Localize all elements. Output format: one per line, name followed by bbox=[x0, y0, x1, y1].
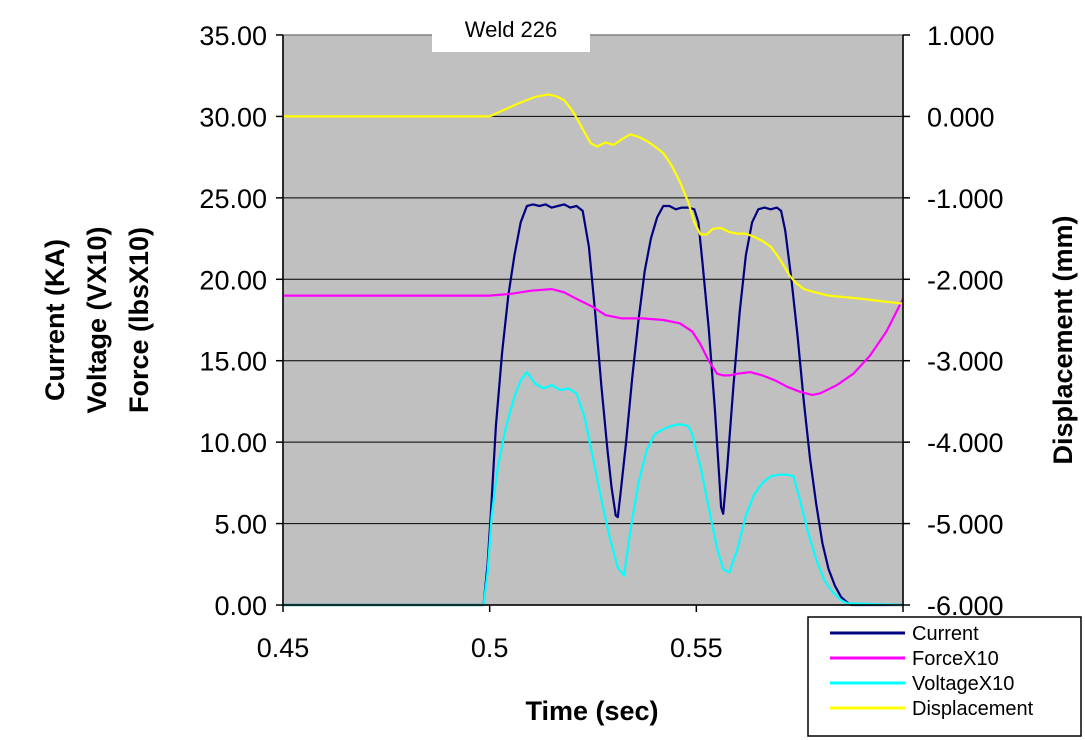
legend-label: Displacement bbox=[912, 698, 1034, 720]
left-tick-label: 20.00 bbox=[199, 265, 267, 295]
left-axis-title-line-3: Force (lbsX10) bbox=[124, 227, 154, 413]
right-tick-label: 1.000 bbox=[927, 21, 995, 51]
legend-box bbox=[807, 616, 1082, 737]
x-axis-title: Time (sec) bbox=[525, 696, 658, 726]
left-axis-title: Current (KA) Voltage (VX10) Force (lbsX1… bbox=[40, 226, 154, 413]
right-tick-label: -4.000 bbox=[927, 428, 1004, 458]
legend-label: Current bbox=[912, 623, 979, 645]
right-axis-title: Displacement (mm) bbox=[1048, 215, 1078, 464]
x-tick-label: 0.5 bbox=[471, 633, 509, 663]
series-line-displacement bbox=[283, 93, 903, 305]
legend-label: VoltageX10 bbox=[912, 673, 1014, 695]
legend-label: ForceX10 bbox=[912, 648, 999, 670]
left-tick-label: 30.00 bbox=[199, 102, 267, 132]
chart-title: Weld 226 bbox=[465, 17, 558, 42]
x-tick-label: 0.45 bbox=[257, 633, 310, 663]
right-tick-label: 0.000 bbox=[927, 102, 995, 132]
right-tick-label: -3.000 bbox=[927, 347, 1004, 377]
x-tick-label: 0.55 bbox=[670, 633, 723, 663]
left-tick-label: 5.00 bbox=[214, 510, 267, 540]
chart-title-box: Weld 226 bbox=[432, 8, 590, 52]
left-tick-label: 10.00 bbox=[199, 428, 267, 458]
right-tick-label: -1.000 bbox=[927, 184, 1004, 214]
legend: Current ForceX10 VoltageX10 Displacement bbox=[807, 616, 1082, 737]
series-line-forcex10 bbox=[283, 288, 903, 396]
left-axis-title-line-1: Current (KA) bbox=[40, 239, 70, 401]
series-layer bbox=[283, 93, 903, 607]
left-tick-label: 0.00 bbox=[214, 591, 267, 621]
right-tick-label: -6.000 bbox=[927, 591, 1004, 621]
tick-labels: 0.00 5.00 10.00 15.00 20.00 25.00 30.00 35.00 -6… bbox=[199, 21, 1003, 663]
left-axis-title-line-2: Voltage (VX10) bbox=[82, 226, 112, 413]
left-tick-label: 35.00 bbox=[199, 21, 267, 51]
axes bbox=[276, 34, 910, 612]
series-line-voltagex10 bbox=[283, 371, 903, 607]
left-tick-label: 15.00 bbox=[199, 347, 267, 377]
right-tick-label: -2.000 bbox=[927, 265, 1004, 295]
right-tick-label: -5.000 bbox=[927, 510, 1004, 540]
plot-area bbox=[283, 35, 903, 605]
left-tick-label: 25.00 bbox=[199, 184, 267, 214]
series-line-current bbox=[283, 203, 903, 607]
